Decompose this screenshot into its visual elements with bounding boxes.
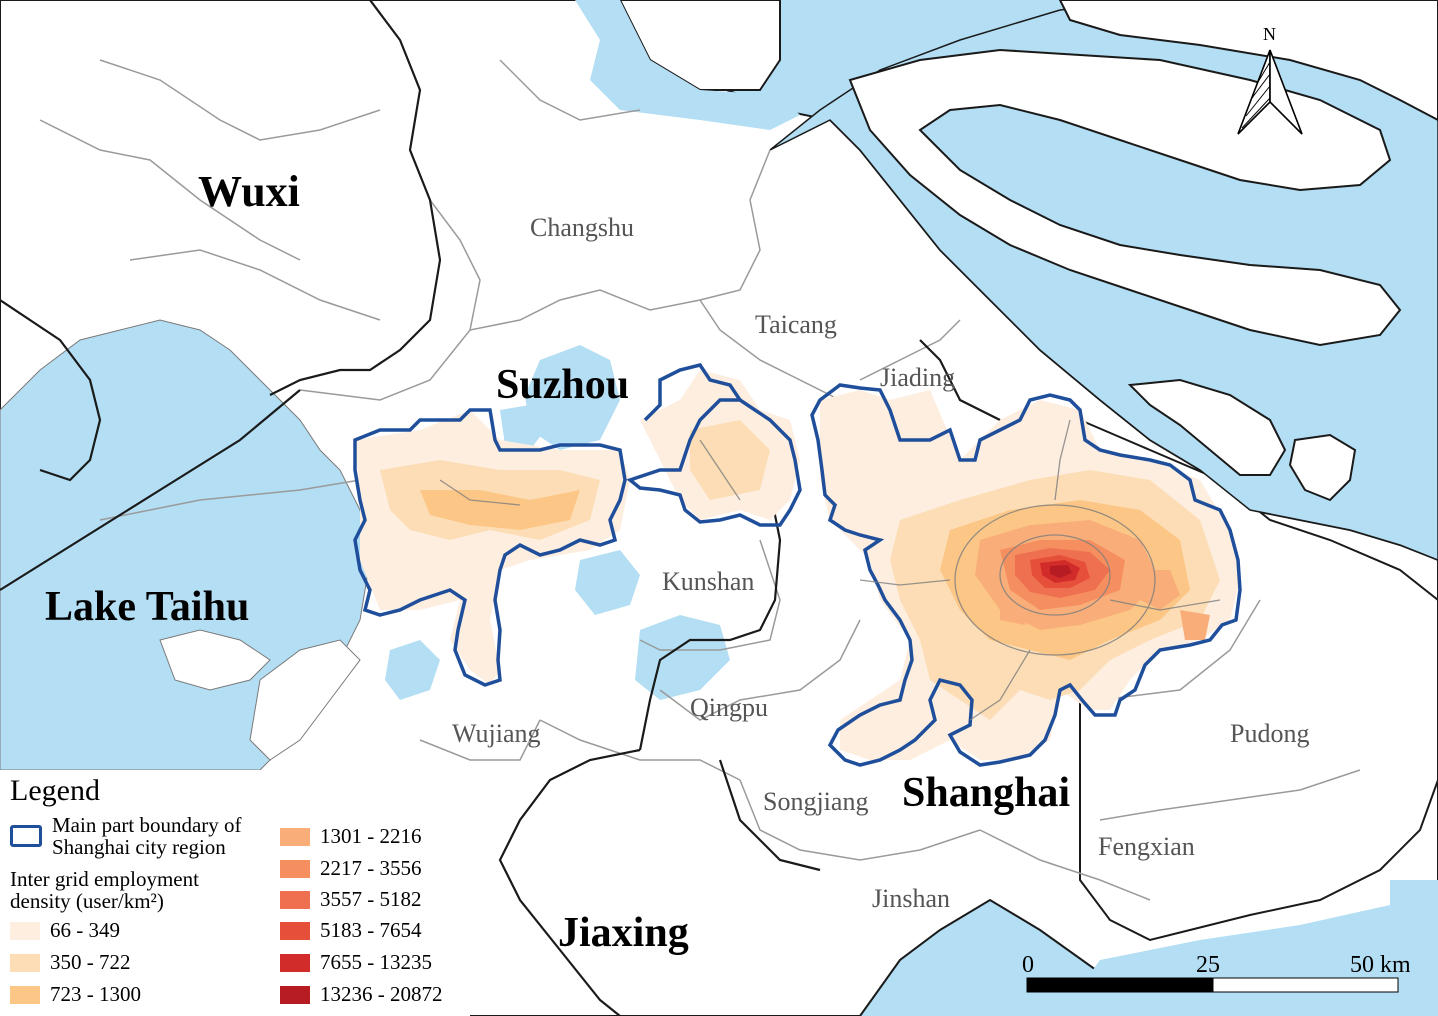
legend-class-label: 1301 - 2216 [320,824,422,848]
legend-class-item: 2217 - 3556 [280,856,422,881]
legend-class-label: 3557 - 5182 [320,887,422,911]
legend-class-label: 66 - 349 [50,918,120,942]
hengsha-island [1288,433,1357,502]
district-label-jinshan: Jinshan [872,884,950,913]
legend-density-title: Inter grid employment density (user/km²) [10,868,199,912]
legend-class-item: 5183 - 7654 [280,918,422,943]
lake-chenghu [575,550,640,615]
district-label-taicang: Taicang [755,310,837,339]
legend-title: Legend [10,774,100,807]
lake-wujiang [385,640,440,700]
legend-class-swatch [280,827,310,846]
legend-class-item: 7655 - 13235 [280,950,432,975]
changxing-island [1127,378,1287,476]
legend-boundary-label-line1: Main part boundary of [52,813,242,837]
legend-class-item: 1301 - 2216 [280,824,422,849]
north-shore [1058,0,1438,122]
legend-class-swatch [280,985,310,1004]
legend-class-label: 13236 - 20872 [320,982,443,1006]
city-label-suzhou: Suzhou [496,362,629,408]
district-label-jiading: Jiading [880,363,955,392]
legend-class-swatch [280,890,310,909]
legend-class-label: 723 - 1300 [50,982,141,1006]
ring-roads [439,419,1221,721]
district-label-pudong: Pudong [1230,719,1309,748]
legend-class-item: 350 - 722 [10,950,131,975]
scale-segment-white [1212,977,1399,993]
lake-dushu [500,405,545,450]
legend-class-item: 13236 - 20872 [280,982,443,1007]
legend-class-item: 66 - 349 [10,918,120,943]
lake-yangcheng [525,345,620,450]
legend-class-swatch [10,921,40,940]
scale-bar: 0 25 50 km [1020,950,1411,1000]
legend-class-swatch [280,921,310,940]
lake-dianshan [635,615,730,700]
scale-tick-0: 0 [1022,952,1034,978]
district-label-kunshan: Kunshan [662,567,754,596]
legend-class-swatch [10,985,40,1004]
chongming-island [848,48,1402,347]
legend: Legend Main part boundary of Shanghai ci… [0,770,470,1016]
city-label-shanghai: Shanghai [902,770,1070,816]
scale-tick-25: 25 [1196,952,1220,978]
district-label-changshu: Changshu [530,213,634,242]
scale-tick-50: 50 km [1350,952,1410,978]
district-label-qingpu: Qingpu [690,693,768,722]
scale-segment-black [1026,977,1214,993]
district-borders [39,59,1361,901]
legend-class-swatch [280,859,310,878]
lake-peninsula [249,639,361,761]
city-label-lake-taihu: Lake Taihu [45,584,249,630]
city-label-jiaxing: Jiaxing [558,910,689,956]
shanghai-main-boundary [353,363,1242,767]
district-label-wujiang: Wujiang [452,719,541,748]
legend-class-item: 723 - 1300 [10,982,141,1007]
district-label-fengxian: Fengxian [1098,832,1195,861]
north-arrow-hatch [1241,61,1271,129]
lake-island [159,629,271,691]
district-label-songjiang: Songjiang [763,787,868,816]
north-arrow-right-half [1269,49,1303,135]
province-borders [0,0,1001,1016]
legend-density-title-line1: Inter grid employment [10,867,199,891]
legend-boundary-item: Main part boundary of Shanghai city regi… [10,814,242,858]
density-fill [355,370,1240,760]
north-arrow-label: N [1263,24,1276,44]
legend-class-item: 3557 - 5182 [280,887,422,912]
legend-class-label: 2217 - 3556 [320,856,422,880]
legend-class-label: 7655 - 13235 [320,950,432,974]
legend-class-swatch [10,953,40,972]
legend-boundary-label-line2: Shanghai city region [52,835,226,859]
legend-class-swatch [280,953,310,972]
upper-river [575,0,800,130]
north-arrow: N [1237,24,1303,135]
legend-class-label: 350 - 722 [50,950,131,974]
legend-boundary-swatch [10,825,42,847]
legend-class-label: 5183 - 7654 [320,918,422,942]
city-label-wuxi: Wuxi [198,167,300,216]
legend-density-title-line2: density (user/km²) [10,889,164,913]
